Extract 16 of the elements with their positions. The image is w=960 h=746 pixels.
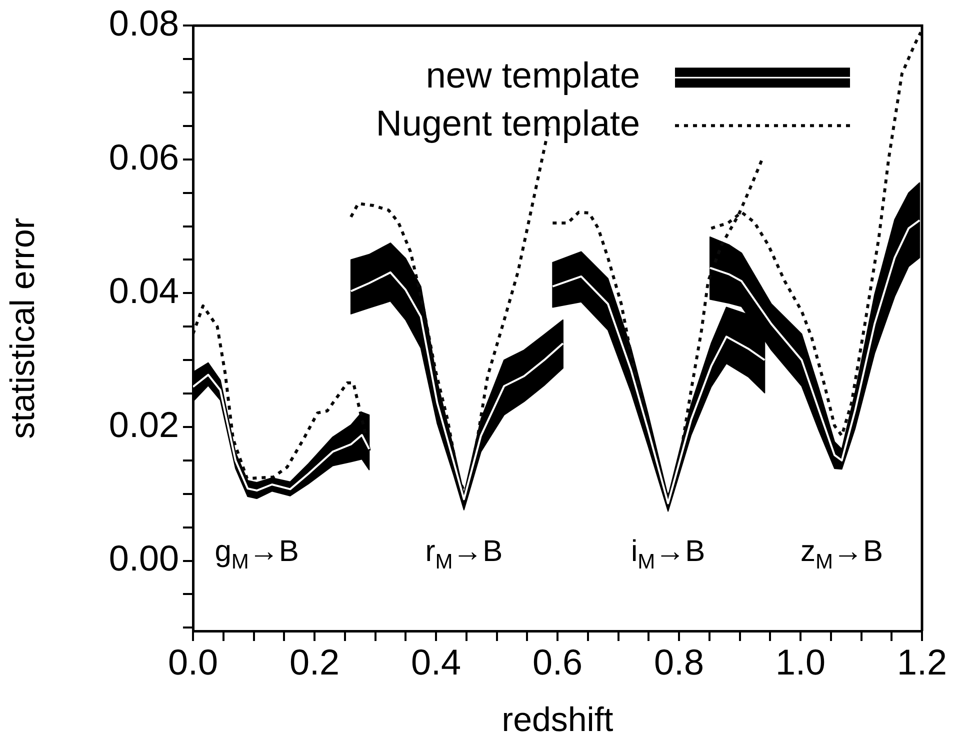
- x-tick-label: 1.2: [896, 642, 948, 683]
- legend-label: Nugent template: [376, 102, 640, 144]
- y-tick-label: 0.02: [108, 404, 179, 445]
- x-axis-title: redshift: [502, 700, 614, 739]
- x-tick-label: 0.2: [289, 642, 340, 683]
- y-tick-label: 0.06: [108, 136, 179, 178]
- y-tick-label: 0.08: [108, 2, 179, 44]
- x-tick-label: 0.4: [410, 642, 462, 683]
- y-tick-label: 0.00: [108, 538, 179, 579]
- y-tick-label: 0.04: [108, 270, 179, 312]
- legend-label: new template: [426, 54, 640, 96]
- x-tick-label: 1.0: [775, 642, 826, 683]
- y-axis-title: statistical error: [4, 218, 42, 439]
- x-tick-label: 0.6: [532, 642, 583, 683]
- x-tick-label: 0.8: [654, 642, 704, 683]
- x-tick-label: 0.0: [168, 642, 218, 683]
